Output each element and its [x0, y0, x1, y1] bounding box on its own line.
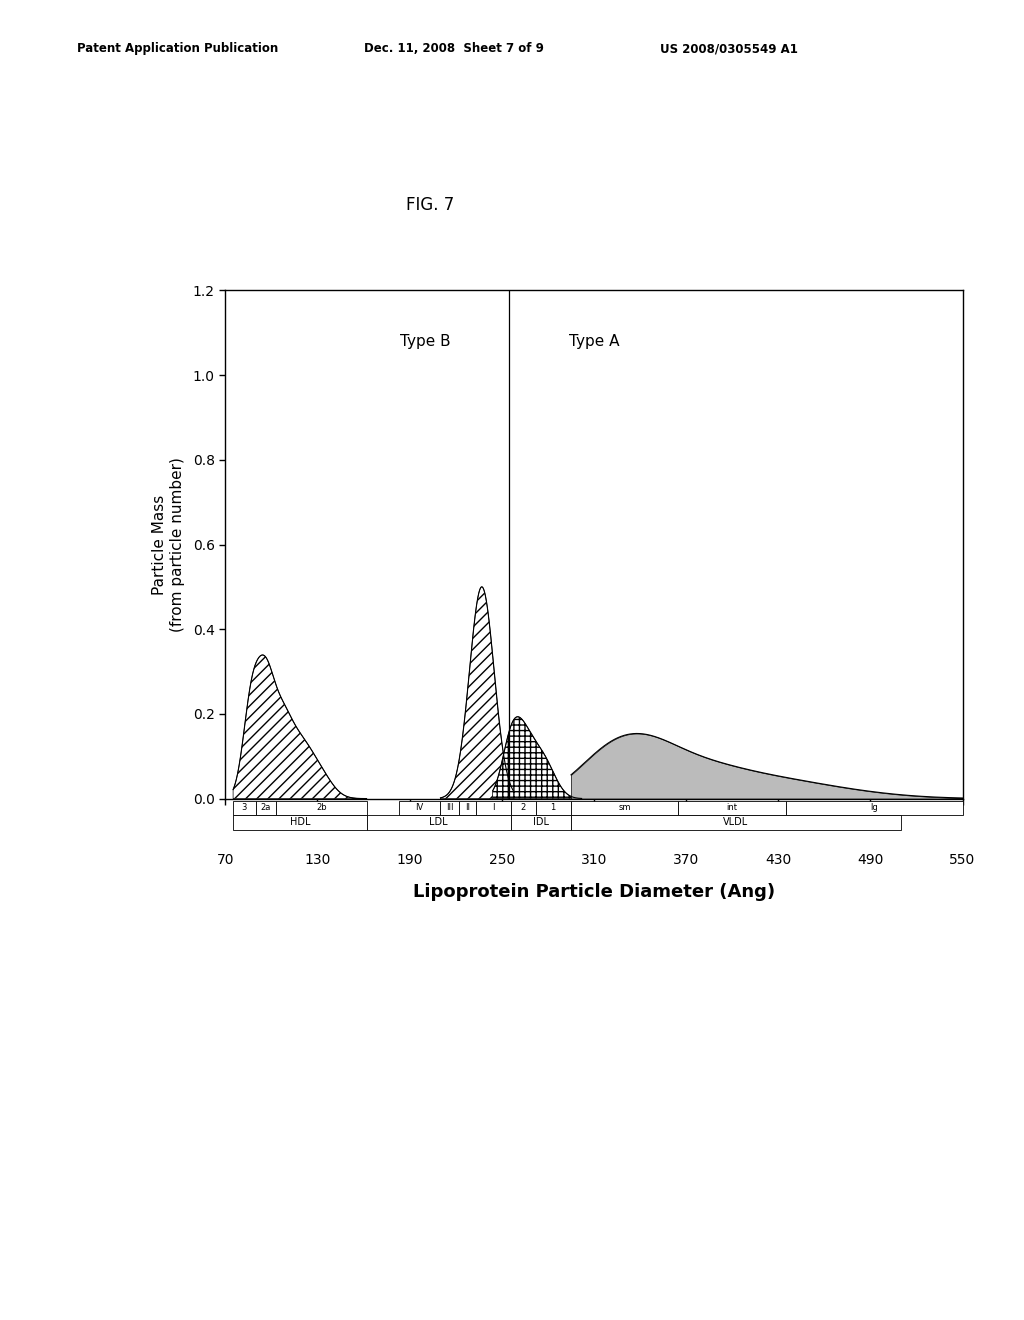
- Bar: [475, 801, 511, 814]
- Text: IDL: IDL: [532, 817, 549, 828]
- Text: 430: 430: [765, 853, 792, 867]
- Bar: [233, 801, 256, 814]
- Bar: [440, 801, 459, 814]
- Text: lg: lg: [870, 803, 879, 812]
- Bar: [256, 801, 276, 814]
- Bar: [511, 814, 571, 830]
- Text: Type B: Type B: [399, 334, 451, 348]
- Text: 550: 550: [949, 853, 976, 867]
- Text: I: I: [493, 803, 495, 812]
- Text: 70: 70: [216, 853, 234, 867]
- Text: Patent Application Publication: Patent Application Publication: [77, 42, 279, 55]
- Text: 190: 190: [396, 853, 423, 867]
- Text: Dec. 11, 2008  Sheet 7 of 9: Dec. 11, 2008 Sheet 7 of 9: [364, 42, 544, 55]
- Text: LDL: LDL: [429, 817, 449, 828]
- Text: Type A: Type A: [568, 334, 620, 348]
- Bar: [233, 814, 367, 830]
- Text: 2: 2: [520, 803, 526, 812]
- Text: Lipoprotein Particle Diameter (Ang): Lipoprotein Particle Diameter (Ang): [413, 883, 775, 902]
- Bar: [276, 801, 367, 814]
- Text: 3: 3: [242, 803, 247, 812]
- Bar: [511, 801, 536, 814]
- Bar: [571, 801, 678, 814]
- Bar: [786, 801, 963, 814]
- Text: III: III: [445, 803, 454, 812]
- Bar: [459, 801, 475, 814]
- Text: 1: 1: [551, 803, 556, 812]
- Text: 130: 130: [304, 853, 331, 867]
- Text: sm: sm: [618, 803, 631, 812]
- Bar: [536, 801, 571, 814]
- Text: IV: IV: [416, 803, 424, 812]
- Text: 370: 370: [673, 853, 699, 867]
- Text: FIG. 7: FIG. 7: [406, 195, 455, 214]
- Text: HDL: HDL: [290, 817, 310, 828]
- Bar: [571, 814, 901, 830]
- Text: US 2008/0305549 A1: US 2008/0305549 A1: [660, 42, 799, 55]
- Y-axis label: Particle Mass
(from particle number): Particle Mass (from particle number): [153, 457, 184, 632]
- Text: 2b: 2b: [316, 803, 327, 812]
- Text: 310: 310: [581, 853, 607, 867]
- Bar: [678, 801, 786, 814]
- Text: VLDL: VLDL: [723, 817, 749, 828]
- Text: 250: 250: [488, 853, 515, 867]
- Bar: [367, 814, 511, 830]
- Text: II: II: [465, 803, 470, 812]
- Bar: [399, 801, 440, 814]
- Text: 2a: 2a: [261, 803, 271, 812]
- Text: int: int: [727, 803, 737, 812]
- Text: 490: 490: [857, 853, 884, 867]
